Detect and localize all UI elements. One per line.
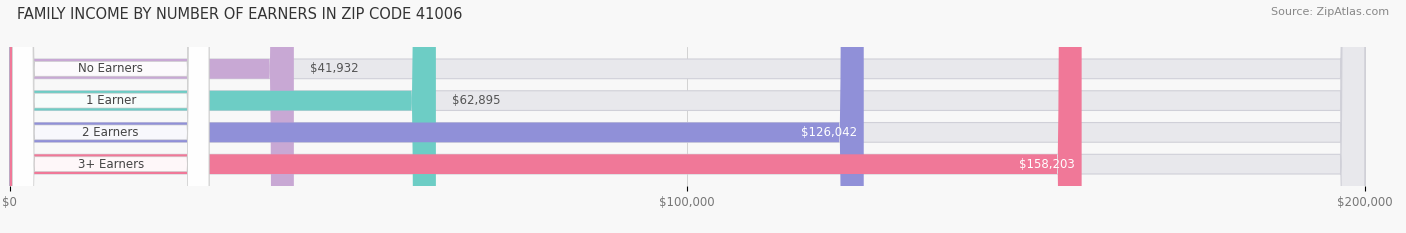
- FancyBboxPatch shape: [10, 0, 1365, 233]
- Text: 1 Earner: 1 Earner: [86, 94, 136, 107]
- FancyBboxPatch shape: [13, 0, 209, 233]
- Text: No Earners: No Earners: [79, 62, 143, 75]
- Text: $126,042: $126,042: [801, 126, 858, 139]
- Text: $158,203: $158,203: [1019, 158, 1074, 171]
- Text: 3+ Earners: 3+ Earners: [77, 158, 143, 171]
- FancyBboxPatch shape: [10, 0, 1081, 233]
- FancyBboxPatch shape: [13, 0, 209, 233]
- Text: 2 Earners: 2 Earners: [83, 126, 139, 139]
- FancyBboxPatch shape: [10, 0, 436, 233]
- FancyBboxPatch shape: [10, 0, 1365, 233]
- FancyBboxPatch shape: [13, 0, 209, 233]
- FancyBboxPatch shape: [10, 0, 1365, 233]
- FancyBboxPatch shape: [10, 0, 294, 233]
- Text: FAMILY INCOME BY NUMBER OF EARNERS IN ZIP CODE 41006: FAMILY INCOME BY NUMBER OF EARNERS IN ZI…: [17, 7, 463, 22]
- FancyBboxPatch shape: [10, 0, 863, 233]
- FancyBboxPatch shape: [10, 0, 1365, 233]
- Text: $41,932: $41,932: [311, 62, 359, 75]
- Text: $62,895: $62,895: [453, 94, 501, 107]
- FancyBboxPatch shape: [13, 0, 209, 233]
- Text: Source: ZipAtlas.com: Source: ZipAtlas.com: [1271, 7, 1389, 17]
